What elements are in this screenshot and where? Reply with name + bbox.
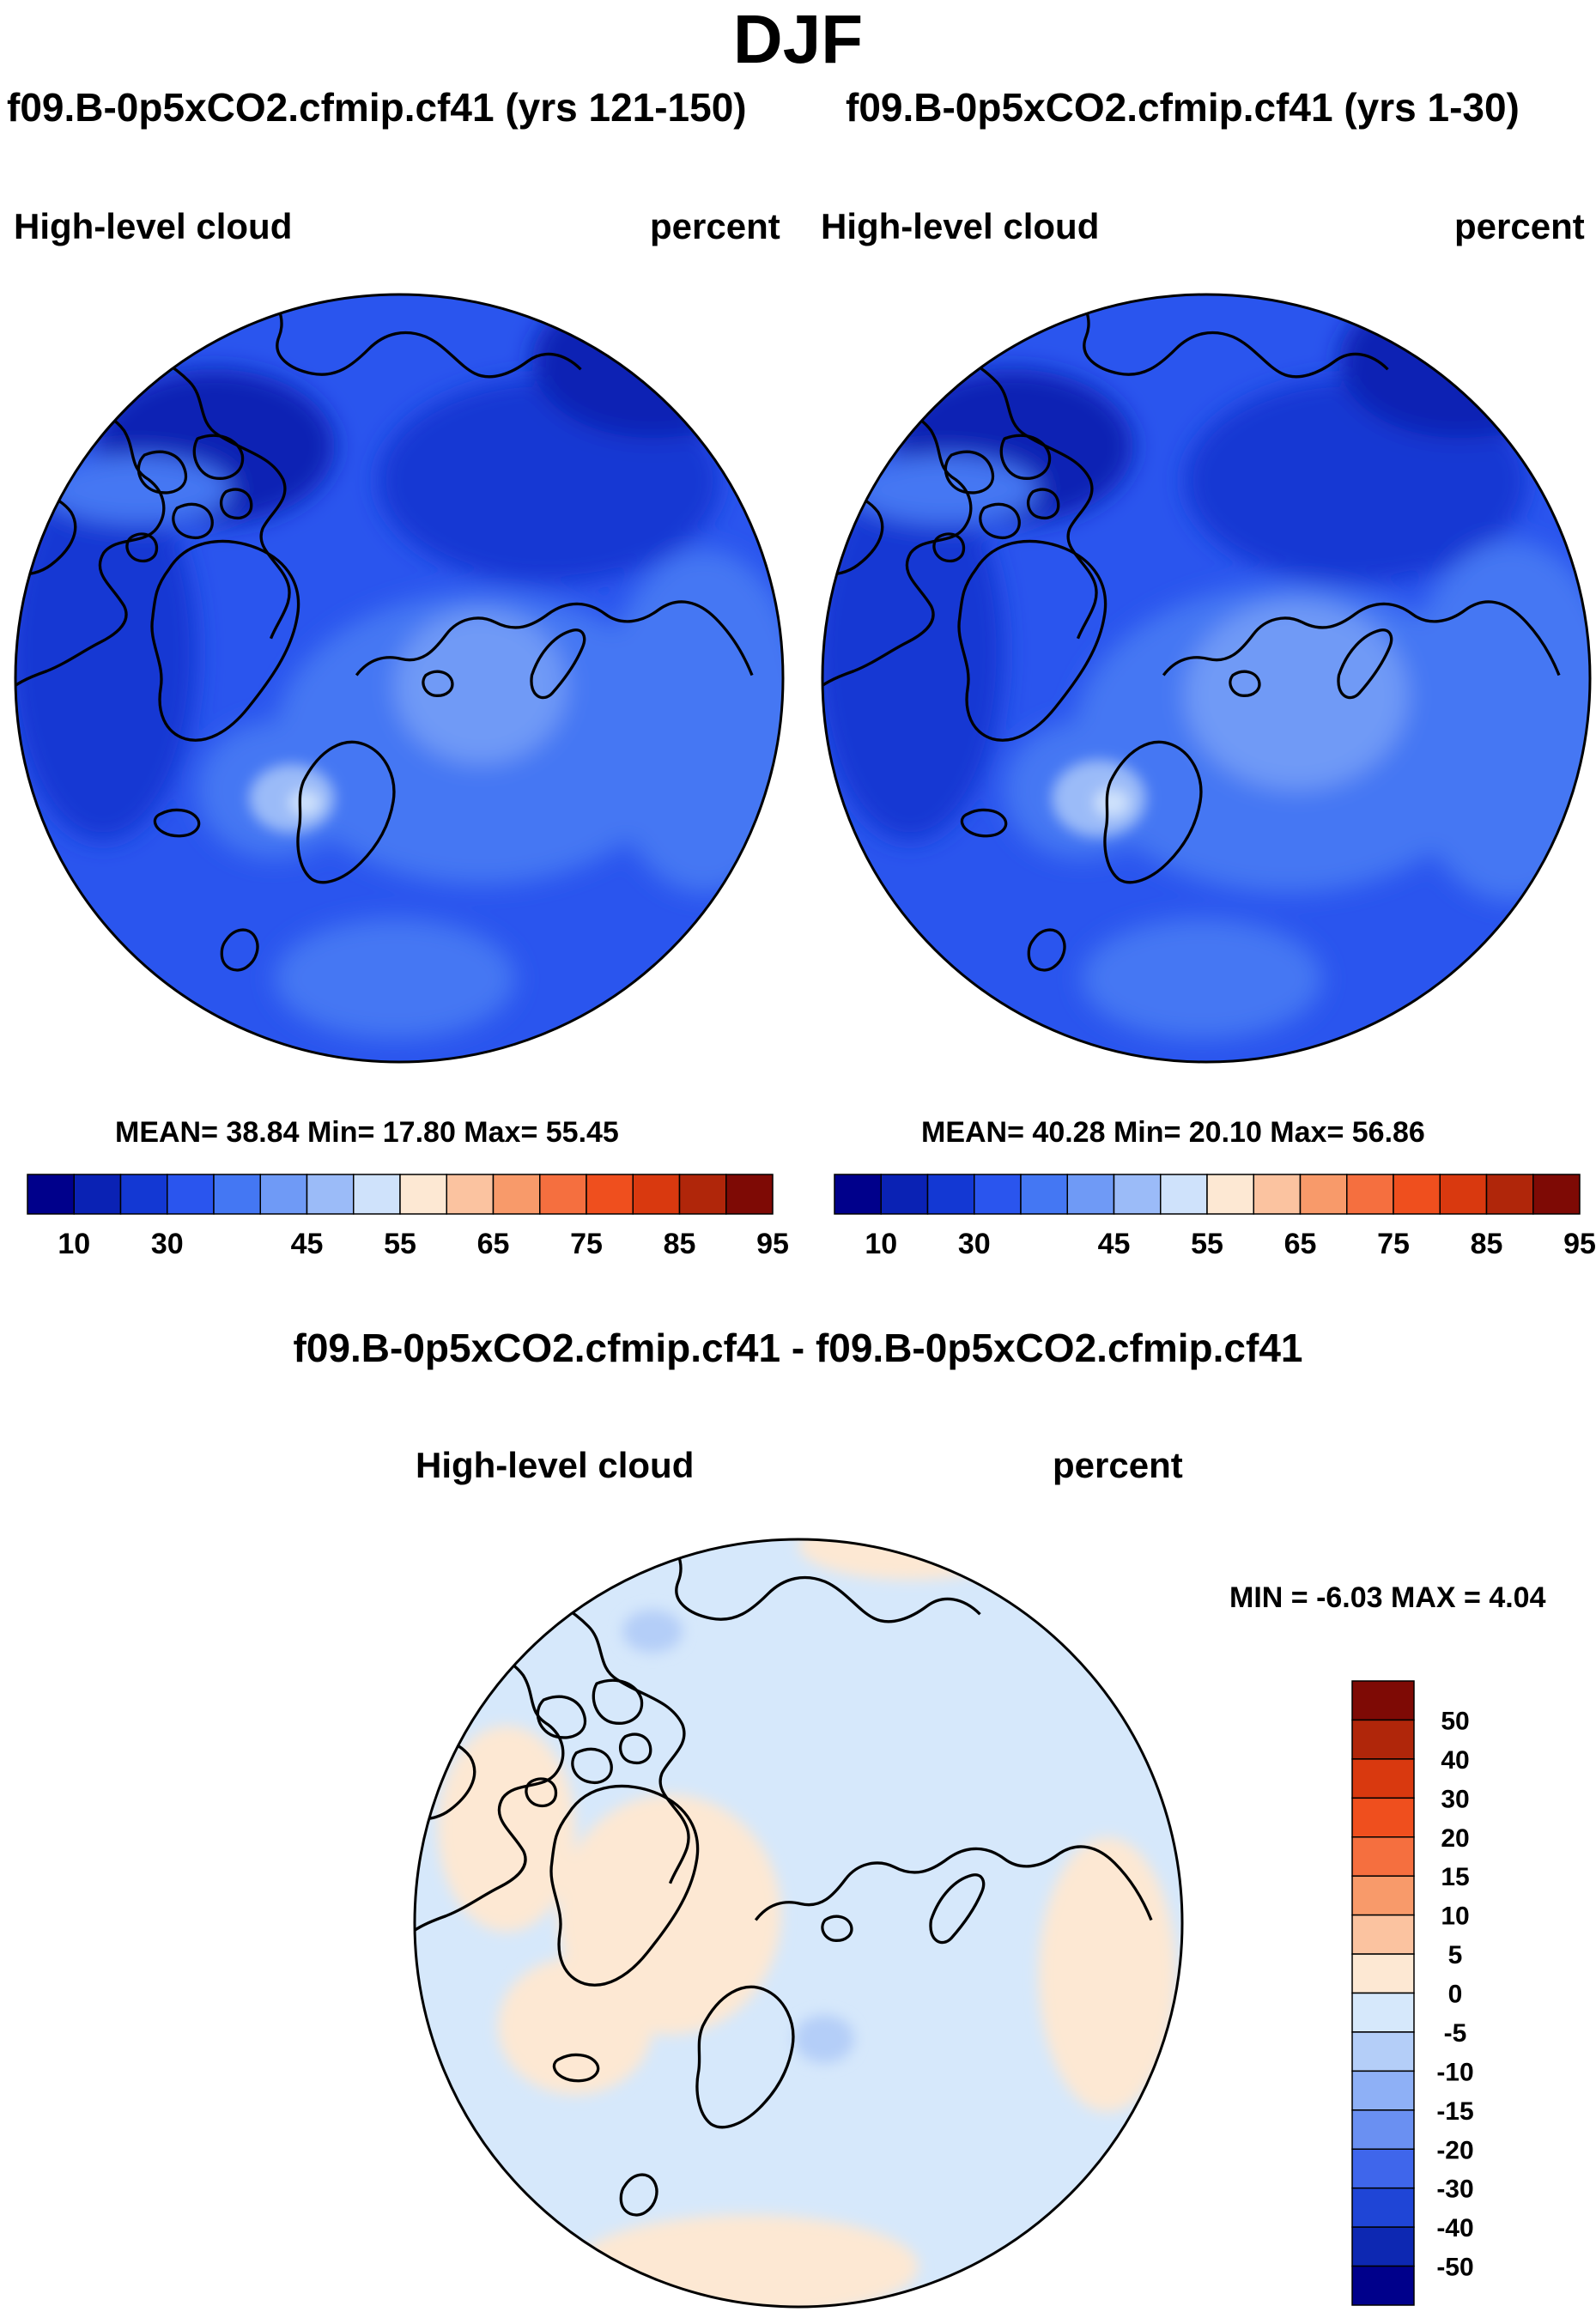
figure-title: DJF bbox=[732, 1, 864, 77]
colorbar-box bbox=[1351, 2031, 1415, 2072]
colorbar-box bbox=[725, 1174, 774, 1215]
colorbar-box bbox=[1253, 1174, 1302, 1215]
colorbar-box bbox=[73, 1174, 122, 1215]
map-left bbox=[14, 293, 785, 1064]
colorbar-box bbox=[1351, 2070, 1415, 2111]
colorbar-box bbox=[678, 1174, 727, 1215]
colorbar-tick-label: 55 bbox=[1191, 1228, 1223, 1260]
colorbar-tick-label: 95 bbox=[1563, 1228, 1596, 1260]
panel-left-variable: High-level cloud bbox=[14, 206, 293, 246]
panel-right-units: percent bbox=[1454, 206, 1585, 246]
colorbar-tick-label: 30 bbox=[151, 1228, 184, 1260]
colorbar-box bbox=[1113, 1174, 1162, 1215]
colorbar-right: 10 30 45 55 65 75 85 95 bbox=[834, 1174, 1596, 1260]
panel-right-stats: MEAN= 40.28 Min= 20.10 Max= 56.86 bbox=[921, 1116, 1425, 1149]
colorbar-tick-label: -15 bbox=[1436, 2097, 1473, 2126]
panel-right-title: f09.B-0p5xCO2.cfmip.cf41 (yrs 1-30) bbox=[846, 85, 1520, 130]
colorbar-box bbox=[1351, 1875, 1415, 1916]
colorbar-box bbox=[27, 1174, 75, 1215]
colorbar-tick-label: 65 bbox=[477, 1228, 510, 1260]
colorbar-box bbox=[353, 1174, 401, 1215]
colorbar-box bbox=[1346, 1174, 1394, 1215]
diff-panel-title: f09.B-0p5xCO2.cfmip.cf41 - f09.B-0p5xCO2… bbox=[293, 1326, 1303, 1370]
colorbar-box bbox=[1351, 2226, 1415, 2267]
colorbar-tick-label: 75 bbox=[1377, 1228, 1410, 1260]
colorbar-box bbox=[1351, 1836, 1415, 1877]
colorbar-box bbox=[1393, 1174, 1441, 1215]
colorbar-tick-label: 50 bbox=[1441, 1707, 1469, 1735]
colorbar-box bbox=[1351, 1992, 1415, 2033]
colorbar-box bbox=[399, 1174, 447, 1215]
colorbar-tick-label: 10 bbox=[1441, 1902, 1469, 1931]
colorbar-box bbox=[1351, 2109, 1415, 2150]
colorbar-box bbox=[1351, 1680, 1415, 1721]
colorbar-tick-label: 10 bbox=[58, 1228, 90, 1260]
colorbar-box bbox=[539, 1174, 587, 1215]
colorbar-tick-label: 20 bbox=[1441, 1824, 1469, 1853]
colorbar-box bbox=[1020, 1174, 1068, 1215]
colorbar-box bbox=[1351, 1758, 1415, 1799]
colorbar-tick-label: -30 bbox=[1436, 2175, 1473, 2204]
colorbar-tick-label: -5 bbox=[1444, 2019, 1467, 2048]
diff-panel-stats: MIN = -6.03 MAX = 4.04 bbox=[1229, 1581, 1546, 1614]
colorbar-tick-label: 85 bbox=[664, 1228, 696, 1260]
map-right bbox=[821, 293, 1592, 1064]
colorbar-tick-label: 55 bbox=[384, 1228, 416, 1260]
colorbar-box bbox=[1351, 2148, 1415, 2189]
panel-left-stats: MEAN= 38.84 Min= 17.80 Max= 55.45 bbox=[115, 1116, 619, 1149]
colorbar-tick-label: 95 bbox=[756, 1228, 789, 1260]
colorbar-tick-label: -40 bbox=[1436, 2214, 1473, 2242]
colorbar-tick-label: 75 bbox=[570, 1228, 603, 1260]
colorbar-box bbox=[974, 1174, 1022, 1215]
colorbar-box bbox=[880, 1174, 929, 1215]
map-diff bbox=[413, 1538, 1184, 2309]
colorbar-box bbox=[1066, 1174, 1115, 1215]
colorbar-box bbox=[1351, 1953, 1415, 1994]
colorbar-tick-label: 40 bbox=[1441, 1746, 1469, 1775]
colorbar-tick-label: 0 bbox=[1448, 1981, 1463, 2009]
colorbar-box bbox=[167, 1174, 215, 1215]
colorbar-box bbox=[586, 1174, 634, 1215]
colorbar-tick-label: 65 bbox=[1284, 1228, 1317, 1260]
colorbar-box bbox=[1439, 1174, 1488, 1215]
colorbar-tick-label: 5 bbox=[1448, 1941, 1463, 1969]
colorbar-box bbox=[926, 1174, 975, 1215]
colorbar-box bbox=[213, 1174, 261, 1215]
colorbar-tick-label: 85 bbox=[1471, 1228, 1503, 1260]
panel-left-units: percent bbox=[650, 206, 780, 246]
colorbar-tick-label: 30 bbox=[958, 1228, 991, 1260]
colorbar-tick-label: 10 bbox=[865, 1228, 897, 1260]
colorbar-box bbox=[259, 1174, 308, 1215]
diff-panel-variable: High-level cloud bbox=[416, 1445, 695, 1485]
colorbar-box bbox=[632, 1174, 681, 1215]
panel-right-variable: High-level cloud bbox=[821, 206, 1100, 246]
colorbar-left: 10 30 45 55 65 75 85 95 bbox=[27, 1174, 789, 1260]
colorbar-box bbox=[1532, 1174, 1581, 1215]
colorbar-tick-label: 15 bbox=[1441, 1863, 1469, 1891]
colorbar-box bbox=[1351, 2187, 1415, 2228]
colorbar-box bbox=[306, 1174, 355, 1215]
colorbar-box bbox=[119, 1174, 168, 1215]
colorbar-box bbox=[446, 1174, 495, 1215]
colorbar-box bbox=[1485, 1174, 1534, 1215]
colorbar-box bbox=[492, 1174, 541, 1215]
colorbar-tick-label: -50 bbox=[1436, 2254, 1473, 2282]
colorbar-box bbox=[1160, 1174, 1208, 1215]
colorbar-box bbox=[1351, 2265, 1415, 2306]
colorbar-tick-label: -10 bbox=[1436, 2058, 1473, 2086]
colorbar-box bbox=[1351, 1914, 1415, 1955]
panel-left-title: f09.B-0p5xCO2.cfmip.cf41 (yrs 121-150) bbox=[7, 85, 747, 130]
colorbar-box bbox=[1299, 1174, 1348, 1215]
colorbar-box bbox=[1351, 1797, 1415, 1838]
colorbar-tick-label: -20 bbox=[1436, 2136, 1473, 2164]
colorbar-box bbox=[1206, 1174, 1254, 1215]
colorbar-box bbox=[834, 1174, 882, 1215]
colorbar-box bbox=[1351, 1719, 1415, 1760]
colorbar-tick-label: 45 bbox=[291, 1228, 324, 1260]
diff-panel-units: percent bbox=[1053, 1445, 1183, 1485]
colorbar-tick-label: 30 bbox=[1441, 1785, 1469, 1813]
colorbar-tick-label: 45 bbox=[1098, 1228, 1131, 1260]
